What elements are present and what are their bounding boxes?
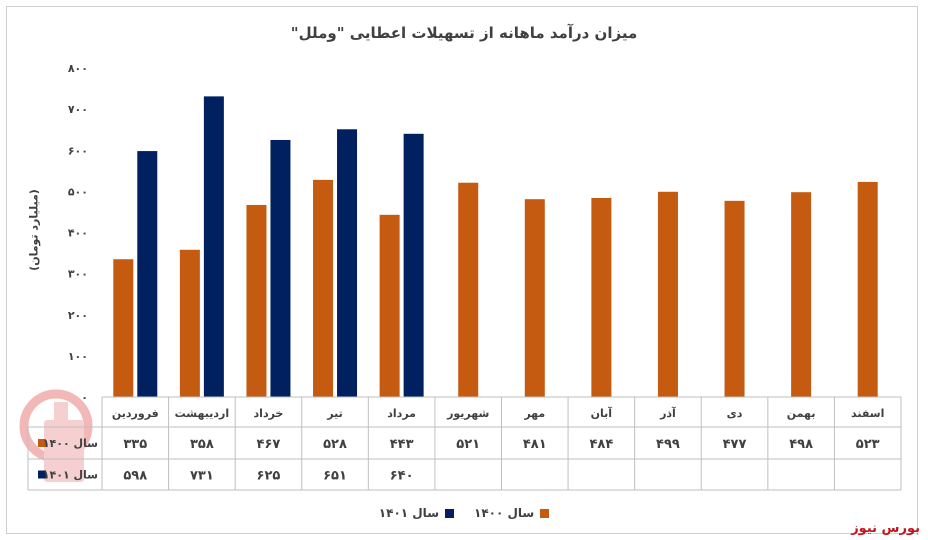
- table-legend-swatch: [38, 439, 46, 447]
- bar-1400: [246, 204, 267, 397]
- bar-1401: [137, 151, 158, 397]
- y-tick-label: ۴۰۰: [68, 227, 88, 240]
- bar-1400: [791, 192, 812, 397]
- data-label: ۳۳۵: [123, 437, 147, 452]
- watermark-tower: [54, 402, 68, 422]
- table-legend-swatch: [38, 470, 46, 479]
- bar-1400: [724, 200, 745, 397]
- chart-title: میزان درآمد ماهانه از تسهیلات اعطایی "وم…: [290, 24, 638, 42]
- data-label: ۵۹۸: [123, 469, 147, 484]
- category-label: فروردین: [112, 407, 159, 420]
- category-label: اسفند: [851, 407, 884, 420]
- table-row-label: سال ۱۴۰۰: [43, 437, 98, 450]
- y-tick-label: ۶۰۰: [68, 144, 88, 157]
- bar-1401: [270, 139, 291, 397]
- bar-1400: [179, 249, 200, 397]
- data-label: ۴۴۳: [390, 437, 414, 452]
- data-label: ۴۸۴: [589, 437, 613, 452]
- y-tick-label: ۳۰۰: [68, 268, 88, 281]
- table-row-label: سال ۱۴۰۱: [43, 469, 98, 482]
- legend: سال ۱۴۰۰ سال ۱۴۰۱: [0, 506, 928, 521]
- legend-item: سال ۱۴۰۰: [474, 506, 550, 520]
- data-label: ۶۴۰: [390, 469, 414, 484]
- bar-1400: [857, 181, 878, 397]
- data-label: ۴۷۷: [723, 437, 747, 452]
- category-label: مهر: [523, 407, 545, 420]
- category-label: آبان: [591, 406, 613, 420]
- y-tick-label: ۸۰۰: [68, 62, 88, 75]
- bar-1400: [657, 191, 678, 397]
- legend-label: سال ۱۴۰۱: [378, 506, 439, 520]
- category-label: خرداد: [254, 407, 284, 420]
- category-label: مرداد: [387, 407, 416, 420]
- y-tick-label: ۲۰۰: [68, 309, 88, 322]
- data-label: ۵۲۱: [456, 437, 480, 452]
- data-label: ۵۲۳: [856, 437, 880, 452]
- bar-1400: [524, 199, 545, 397]
- bar-1400: [379, 214, 400, 397]
- bar-1401: [403, 133, 424, 398]
- source-label: بورس نیوز: [851, 521, 920, 536]
- legend-swatch: [445, 508, 454, 518]
- category-label: بهمن: [787, 407, 816, 420]
- category-label: اردیبهشت: [175, 407, 229, 420]
- bar-1400: [458, 182, 479, 397]
- legend-swatch: [540, 508, 550, 518]
- bar-1400: [591, 197, 612, 397]
- category-label: تیر: [326, 407, 342, 420]
- category-label: شهریور: [446, 407, 489, 420]
- legend-item: سال ۱۴۰۱: [379, 506, 454, 520]
- y-tick-label: ۱۰۰: [68, 350, 88, 363]
- bar-1400: [313, 179, 334, 397]
- data-label: ۴۶۷: [257, 437, 281, 452]
- legend-label: سال ۱۴۰۰: [474, 506, 535, 520]
- data-label: ۴۸۱: [523, 437, 547, 452]
- watermark-building: [44, 420, 84, 482]
- bar-1401: [337, 129, 358, 397]
- data-label: ۶۲۵: [257, 469, 281, 484]
- data-label: ۳۵۸: [190, 437, 214, 452]
- y-tick-label: ۰: [81, 391, 88, 404]
- bar-1401: [203, 96, 224, 397]
- bar-1400: [113, 259, 134, 397]
- data-label: ۷۳۱: [190, 469, 214, 484]
- category-label: دی: [727, 407, 743, 420]
- data-label: ۴۹۸: [789, 437, 813, 452]
- y-tick-label: ۵۰۰: [68, 185, 88, 198]
- data-label: ۶۵۱: [323, 469, 347, 484]
- category-label: آذر: [659, 406, 676, 420]
- data-label: ۵۲۸: [323, 437, 347, 452]
- data-label: ۴۹۹: [656, 437, 680, 452]
- y-tick-label: ۷۰۰: [68, 103, 88, 116]
- watermark-logo: [19, 389, 93, 482]
